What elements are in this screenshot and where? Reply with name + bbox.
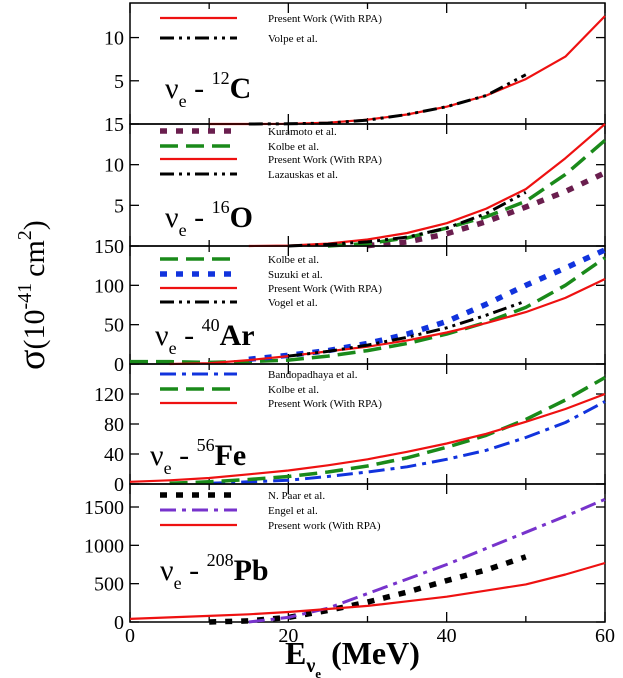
legend-label: Present Work (With RPA)	[268, 398, 382, 410]
panel-3: 0 50 100 150 Kolbe et al. Suzuki et al. Presen…	[94, 236, 607, 376]
y-tick-label: 40	[104, 444, 124, 466]
x-axis-unit: (MeV)	[331, 635, 420, 671]
panel-label: νe - 40Ar	[155, 315, 255, 358]
series-line	[129, 392, 606, 483]
x-axis-e: e	[315, 666, 321, 678]
legend-label: Suzuki et al.	[268, 269, 323, 281]
y-tick-label: 1500	[84, 497, 124, 519]
series-line	[327, 138, 607, 248]
legend-label: Present Work (With RPA)	[268, 154, 382, 166]
x-axis-title: Eνe (MeV)	[285, 635, 420, 678]
y-tick-label: 0	[114, 612, 124, 634]
svg-text:Eνe(MeV): Eνe (MeV)	[285, 635, 420, 678]
y-tick-label: 0	[114, 354, 124, 376]
y-axis-cm: cm	[18, 240, 51, 277]
y-tick-label: 120	[94, 384, 124, 406]
y-axis-close: )	[18, 220, 51, 230]
legend-label: Present Work (With RPA)	[268, 283, 382, 295]
y-axis-open: (10	[18, 310, 51, 350]
svg-text:σ(10-41cm2): σ(10-41 cm2)	[11, 220, 53, 370]
y-tick-label: 80	[104, 414, 124, 436]
legend-label: Lazauskas et al.	[268, 169, 338, 181]
panel-label: νe - 208Pb	[160, 550, 269, 593]
series-line	[288, 299, 527, 358]
x-axis-main: E	[285, 635, 306, 671]
legend-label: Volpe et al.	[268, 33, 318, 45]
y-tick-label: 1000	[84, 535, 124, 557]
x-axis-nu: ν	[305, 655, 315, 677]
panel-label: νe - 56Fe	[150, 435, 246, 478]
series-line	[248, 497, 606, 624]
series-line	[288, 190, 527, 248]
legend-label: Vogel et al.	[268, 297, 318, 309]
y-tick-label: 100	[94, 275, 124, 297]
y-tick-label: 150	[94, 236, 124, 258]
series-line	[209, 400, 606, 485]
y-tick-label: 50	[104, 315, 124, 337]
legend-label: Present Work (With RPA)	[268, 13, 382, 25]
y-tick-label: 500	[94, 574, 124, 596]
y-axis-sigma: σ	[11, 350, 53, 370]
series-line	[129, 561, 606, 620]
series-line	[248, 247, 607, 363]
y-tick-label: 10	[104, 28, 124, 50]
legend-label: N. Paar et al.	[268, 490, 325, 502]
series-line	[169, 278, 606, 366]
y-tick-label: 5	[114, 195, 124, 217]
x-tick-label: 0	[125, 625, 135, 647]
panel-label: νe - 12C	[165, 68, 251, 111]
x-tick-label: 60	[595, 625, 615, 647]
y-axis-title: σ(10-41 cm2)	[11, 220, 53, 370]
legend-label: Kolbe et al.	[268, 254, 319, 266]
legend-label: Kolbe et al.	[268, 141, 319, 153]
panels: 5 10 Present Work (With RPA) Volpe et al. νe…	[84, 2, 615, 647]
x-tick-label: 40	[437, 625, 457, 647]
panel-2: 5 10 15 Kuramoto et al. Kolbe et al.Present …	[104, 114, 607, 249]
y-tick-label: 0	[114, 474, 124, 496]
y-tick-label: 15	[104, 114, 124, 136]
panel-5: 0 500 1000 1500 N. Paar et al. Engel et al. Pr…	[84, 483, 606, 634]
legend-label: Present work (With RPA)	[268, 520, 381, 532]
legend-label: Kolbe et al.	[268, 384, 319, 396]
panel-1: 5 10 Present Work (With RPA) Volpe et al. νe…	[104, 2, 606, 126]
x-tick-label: 20	[278, 625, 298, 647]
series-line	[169, 375, 606, 486]
y-axis-cm-exponent: 2	[14, 230, 36, 240]
y-axis-exponent: -41	[14, 283, 36, 310]
panel-label: νe - 16O	[165, 197, 253, 240]
y-tick-label: 5	[114, 71, 124, 93]
legend-label: Bandopadhaya et al.	[268, 369, 358, 381]
legend-label: Kuramoto et al.	[268, 126, 337, 138]
panel-4: 0 40 80 120 Bandopadhaya et al. Kolbe et al. P…	[94, 363, 606, 496]
y-tick-label: 10	[104, 155, 124, 177]
legend-label: Engel et al.	[268, 505, 318, 517]
